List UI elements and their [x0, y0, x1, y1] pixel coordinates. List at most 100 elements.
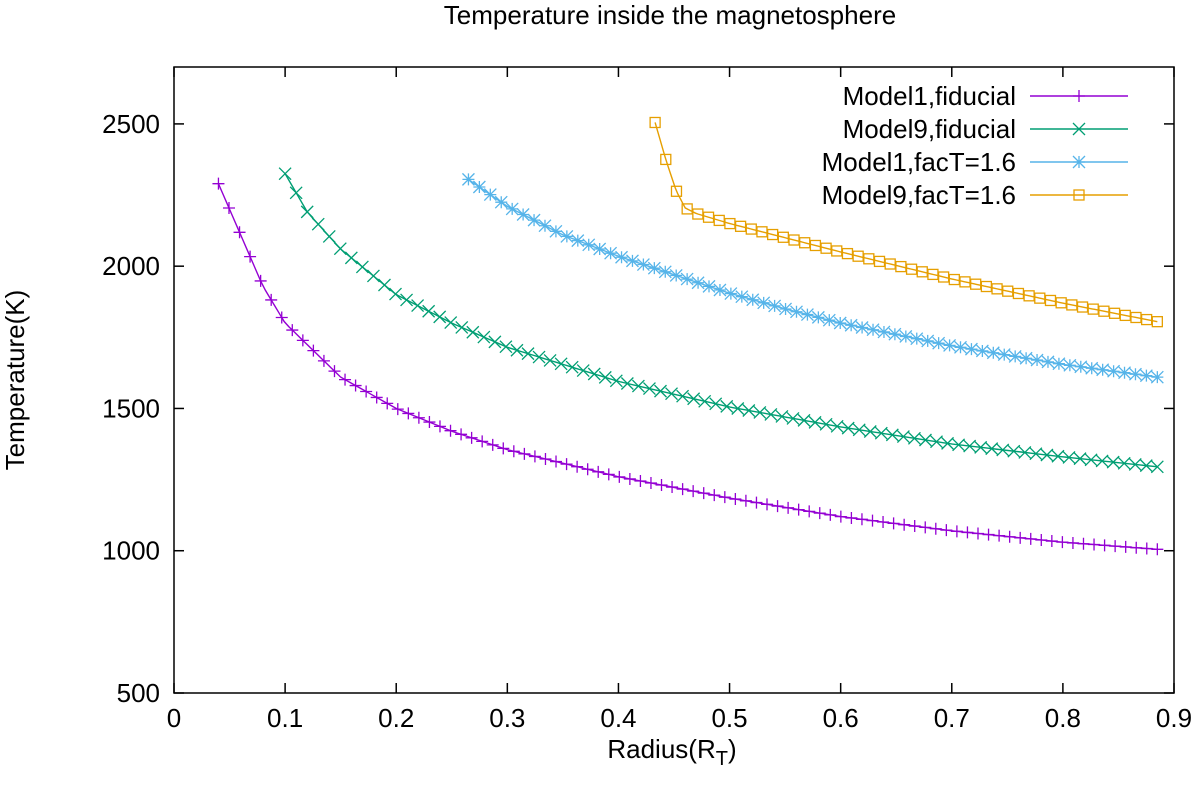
- data-point: [613, 470, 626, 483]
- data-point: [609, 374, 623, 388]
- data-point: [724, 217, 736, 230]
- data-point: [790, 305, 803, 319]
- data-point: [360, 385, 373, 398]
- data-point: [932, 336, 946, 350]
- data-point: [961, 526, 974, 539]
- data-point: [750, 496, 763, 509]
- data-point: [1108, 307, 1121, 319]
- data-point: [631, 379, 645, 393]
- data-point: [742, 404, 756, 417]
- data-point: [708, 489, 721, 502]
- data-point: [877, 325, 891, 339]
- y-tick-label: 1000: [102, 536, 160, 566]
- y-tick-label: 1500: [102, 393, 160, 423]
- y-axis-ticks: 500 1000 1500 2000 2500: [102, 109, 1174, 708]
- data-point: [1055, 297, 1067, 309]
- data-point: [1096, 363, 1110, 377]
- data-point: [896, 430, 910, 444]
- data-point: [1098, 305, 1110, 317]
- data-point: [507, 445, 520, 458]
- data-point: [1024, 532, 1037, 545]
- data-point: [433, 420, 446, 433]
- data-point: [819, 417, 833, 431]
- data-point: [598, 370, 612, 384]
- x-axis-ticks: 0 0.1 0.2 0.3 0.4 0.5 0.6 0.7 0.8 0.9: [167, 67, 1192, 733]
- data-point: [698, 394, 712, 408]
- series-layer: [212, 116, 1164, 556]
- data-point: [647, 261, 661, 275]
- x-tick-label: 0.1: [267, 703, 303, 733]
- data-point: [466, 325, 480, 339]
- data-point: [808, 415, 822, 429]
- data-point: [905, 263, 918, 275]
- data-point: [620, 377, 634, 390]
- data-point: [349, 379, 362, 392]
- data-point: [1130, 541, 1143, 554]
- data-point: [1002, 285, 1014, 297]
- data-point: [1088, 538, 1101, 551]
- data-point: [718, 491, 731, 504]
- data-point: [713, 214, 725, 227]
- data-point: [1077, 537, 1090, 550]
- data-point: [899, 329, 913, 343]
- chart-title: Temperature inside the magnetosphere: [444, 0, 896, 30]
- data-point: [771, 500, 784, 513]
- data-point: [1098, 539, 1111, 552]
- data-point: [444, 424, 457, 437]
- data-point: [1003, 530, 1016, 543]
- series-4: [649, 116, 1163, 328]
- data-point: [389, 287, 402, 301]
- data-point: [1140, 542, 1153, 555]
- data-point: [746, 293, 760, 307]
- data-point: [943, 338, 957, 352]
- data-point: [339, 373, 352, 386]
- data-point: [391, 403, 404, 416]
- data-point: [950, 525, 963, 538]
- y-tick-label: 2000: [102, 251, 160, 281]
- data-point: [822, 313, 836, 327]
- data-point: [975, 344, 989, 358]
- data-point: [444, 316, 458, 330]
- legend: Model1,fiducialModel9,fiducialModel1,fac…: [822, 81, 1128, 210]
- data-point: [1139, 369, 1153, 383]
- data-point: [898, 518, 911, 531]
- data-point: [1074, 360, 1088, 374]
- data-point: [954, 340, 967, 354]
- data-point: [366, 269, 380, 283]
- data-point: [907, 431, 921, 445]
- data-point: [461, 172, 475, 186]
- x-tick-label: 0.3: [489, 703, 525, 733]
- data-point: [550, 455, 563, 468]
- data-point: [1139, 459, 1153, 473]
- data-point: [477, 330, 491, 344]
- data-point: [692, 208, 704, 220]
- data-point: [731, 402, 745, 415]
- data-point: [1087, 303, 1099, 315]
- legend-label: Model1,fiducial: [843, 81, 1016, 111]
- legend-swatch-marker: [1072, 122, 1086, 136]
- data-point: [317, 354, 330, 367]
- data-point: [1128, 457, 1142, 471]
- data-point: [370, 391, 383, 404]
- data-point: [852, 250, 864, 262]
- data-point: [1040, 448, 1054, 462]
- plot-frame: [173, 66, 1175, 694]
- data-point: [549, 224, 563, 238]
- data-point: [423, 416, 436, 429]
- data-point: [1117, 456, 1131, 470]
- data-point: [1007, 444, 1021, 458]
- data-point: [322, 230, 336, 243]
- data-point: [499, 340, 513, 354]
- data-point: [527, 213, 541, 227]
- data-point: [333, 242, 347, 256]
- data-point: [877, 516, 890, 529]
- data-point: [916, 266, 928, 278]
- data-point: [587, 367, 601, 381]
- data-point: [779, 302, 793, 316]
- data-point: [927, 268, 939, 281]
- data-point: [565, 360, 579, 374]
- data-point: [739, 494, 752, 507]
- data-point: [539, 452, 552, 465]
- data-point: [908, 520, 921, 533]
- data-point: [996, 443, 1010, 457]
